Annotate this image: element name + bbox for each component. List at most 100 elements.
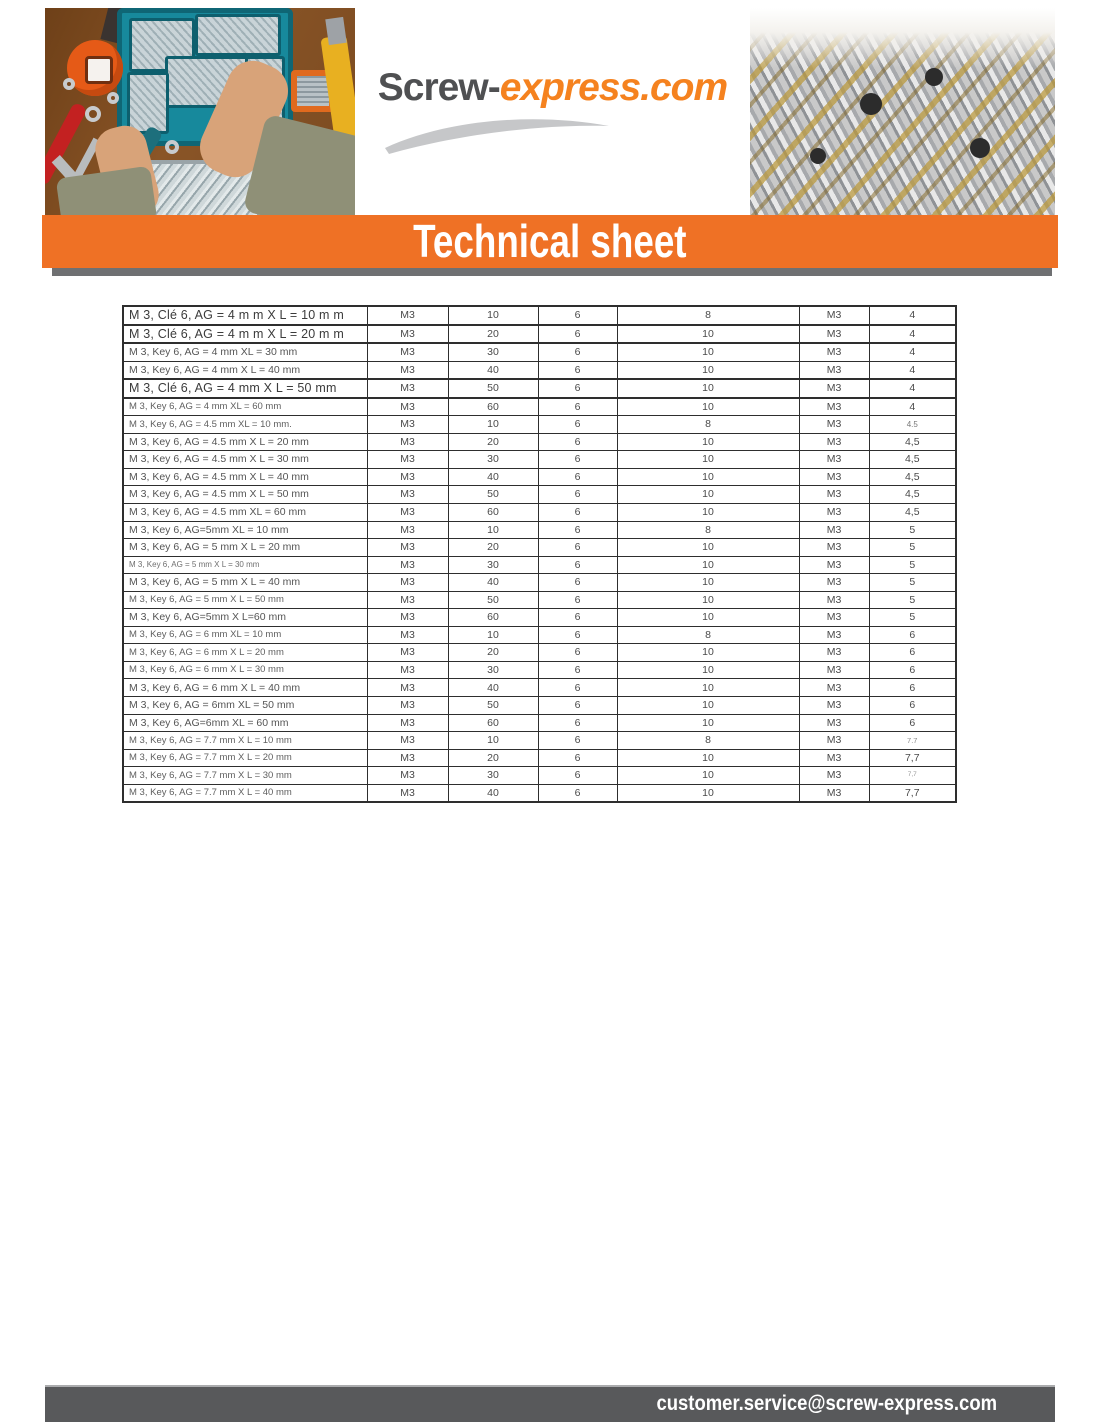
- spec-value: M3: [366, 783, 449, 803]
- spec-value: 10: [616, 538, 800, 557]
- spec-value: 40: [447, 467, 539, 487]
- spec-value: 20: [447, 432, 539, 452]
- spec-description: M 3, Key 6, AG = 5 mm X L = 30 mm: [122, 555, 368, 575]
- spec-value: 6: [537, 415, 618, 434]
- spec-value: 6: [868, 678, 957, 698]
- banner-shadow: [52, 268, 1052, 276]
- spec-description: M 3, Key 6, AG = 5 mm X L = 40 mm: [122, 573, 368, 592]
- spec-value: 6: [537, 323, 618, 345]
- table-row: M 3, Key 6, AG = 7.7 mm X L = 20 mm M3 20 6…: [122, 748, 957, 768]
- spec-value: 10: [447, 520, 539, 540]
- spec-value: 6: [537, 360, 618, 380]
- spec-value: M3: [366, 660, 449, 680]
- spec-value: 10: [616, 643, 800, 662]
- brand-name-dark: Screw-: [377, 66, 501, 109]
- spec-value: 50: [447, 590, 539, 610]
- spec-value: 4: [868, 323, 957, 345]
- spec-value: 10: [616, 360, 800, 380]
- table-row: M 3, Key 6, AG = 4 mm X L = 40 mm M3 40 6 10…: [122, 360, 957, 380]
- spec-value: 4.5: [868, 415, 957, 434]
- spec-description: M 3, Key 6, AG=5mm XL = 10 mm: [122, 520, 368, 540]
- spec-description: M 3, Key 6, AG = 4.5 mm X L = 40 mm: [122, 467, 368, 487]
- spec-value: M3: [366, 713, 449, 733]
- spec-value: 6: [537, 766, 618, 785]
- table-row: M 3, Key 6, AG = 4.5 mm X L = 30 mm M3 30 6…: [122, 450, 957, 469]
- table-row: M 3, Clé 6, AG = 4 m m X L = 10 m m M3 10 6…: [122, 305, 957, 326]
- spec-value: 6: [537, 485, 618, 505]
- spec-value: 4,5: [868, 503, 957, 522]
- spec-value: 6: [537, 783, 618, 803]
- spec-value: 5: [868, 538, 957, 557]
- spec-value: M3: [798, 467, 870, 487]
- spec-value: 10: [616, 450, 800, 469]
- table-row: M 3, Key 6, AG = 4.5 mm XL = 60 mm M3 60 6 1…: [122, 503, 957, 522]
- footer-email: customer.service@screw-express.com: [656, 1392, 997, 1415]
- spec-description: M 3, Key 6, AG = 4.5 mm X L = 50 mm: [122, 485, 368, 505]
- spec-value: 4,5: [868, 467, 957, 487]
- spec-value: M3: [798, 305, 870, 326]
- spec-value: 40: [447, 783, 539, 803]
- spec-value: M3: [798, 485, 870, 505]
- table-row: M 3, Key 6, AG = 6 mm X L = 40 mm M3 40 6 10…: [122, 678, 957, 698]
- table-row: M 3, Key 6, AG = 5 mm X L = 30 mm M3 30 6 10…: [122, 555, 957, 575]
- spec-value: 4,5: [868, 485, 957, 505]
- spec-description: M 3, Key 6, AG = 7.7 mm X L = 20 mm: [122, 748, 368, 768]
- spec-value: 10: [616, 503, 800, 522]
- spec-description: M 3, Key 6, AG = 4.5 mm X L = 30 mm: [122, 450, 368, 469]
- spec-description: M 3, Key 6, AG = 7.7 mm X L = 10 mm: [122, 731, 368, 750]
- spec-value: M3: [366, 467, 449, 487]
- spec-value: M3: [798, 783, 870, 803]
- spec-value: M3: [366, 415, 449, 434]
- spec-value: 6: [537, 608, 618, 627]
- spec-value: 8: [616, 305, 800, 326]
- spec-value: M3: [798, 415, 870, 434]
- spec-value: 10: [616, 713, 800, 733]
- spec-value: 60: [447, 713, 539, 733]
- spec-description: M 3, Key 6, AG = 5 mm X L = 50 mm: [122, 590, 368, 610]
- logo-swoosh-icon: [385, 119, 609, 154]
- spec-value: 6: [537, 520, 618, 540]
- spec-value: M3: [798, 696, 870, 715]
- spec-value: M3: [366, 538, 449, 557]
- spec-value: 10: [447, 625, 539, 645]
- table-row: M 3, Key 6, AG = 7.7 mm X L = 40 mm M3 40 6…: [122, 783, 957, 803]
- title-banner: Technical sheet: [42, 215, 1058, 268]
- spec-value: 4: [868, 305, 957, 326]
- spec-description: M 3, Key 6, AG=6mm XL = 60 mm: [122, 713, 368, 733]
- table-row: M 3, Key 6, AG=5mm XL = 10 mm M3 10 6 8 M3 5: [122, 520, 957, 540]
- table-row: M 3, Key 6, AG = 4 mm XL = 30 mm M3 30 6 10 M…: [122, 342, 957, 362]
- spec-value: 4,5: [868, 432, 957, 452]
- spec-value: M3: [366, 608, 449, 627]
- spec-value: 30: [447, 660, 539, 680]
- spec-value: 6: [537, 731, 618, 750]
- spec-value: M3: [798, 378, 870, 399]
- table-row: M 3, Key 6, AG = 4.5 mm XL = 10 mm. M3 10 6…: [122, 415, 957, 434]
- spec-value: 50: [447, 378, 539, 399]
- spec-value: M3: [798, 538, 870, 557]
- spec-value: 10: [616, 378, 800, 399]
- spec-value: 8: [616, 520, 800, 540]
- spec-value: 7,7: [868, 748, 957, 768]
- spec-value: M3: [366, 520, 449, 540]
- spec-value: 8: [616, 731, 800, 750]
- spec-value: M3: [366, 305, 449, 326]
- spec-value: 10: [616, 432, 800, 452]
- spec-value: M3: [798, 625, 870, 645]
- spec-description: M 3, Key 6, AG = 4.5 mm XL = 10 mm.: [122, 415, 368, 434]
- spec-value: 4: [868, 378, 957, 399]
- spec-value: 6: [537, 660, 618, 680]
- spec-value: 20: [447, 538, 539, 557]
- spec-value: 10: [616, 748, 800, 768]
- spec-value: M3: [366, 731, 449, 750]
- spec-value: 10: [616, 678, 800, 698]
- spec-value: 10: [447, 731, 539, 750]
- spec-value: 6: [537, 467, 618, 487]
- spec-value: 10: [616, 590, 800, 610]
- spec-description: M 3, Key 6, AG = 7.7 mm X L = 30 mm: [122, 766, 368, 785]
- spec-value: M3: [366, 323, 449, 345]
- spec-description: M 3, Key 6, AG = 6mm XL = 50 mm: [122, 696, 368, 715]
- spec-value: 6: [537, 625, 618, 645]
- table-row: M 3, Key 6, AG = 5 mm X L = 50 mm M3 50 6 10…: [122, 590, 957, 610]
- spec-value: 5: [868, 573, 957, 592]
- spec-value: 50: [447, 485, 539, 505]
